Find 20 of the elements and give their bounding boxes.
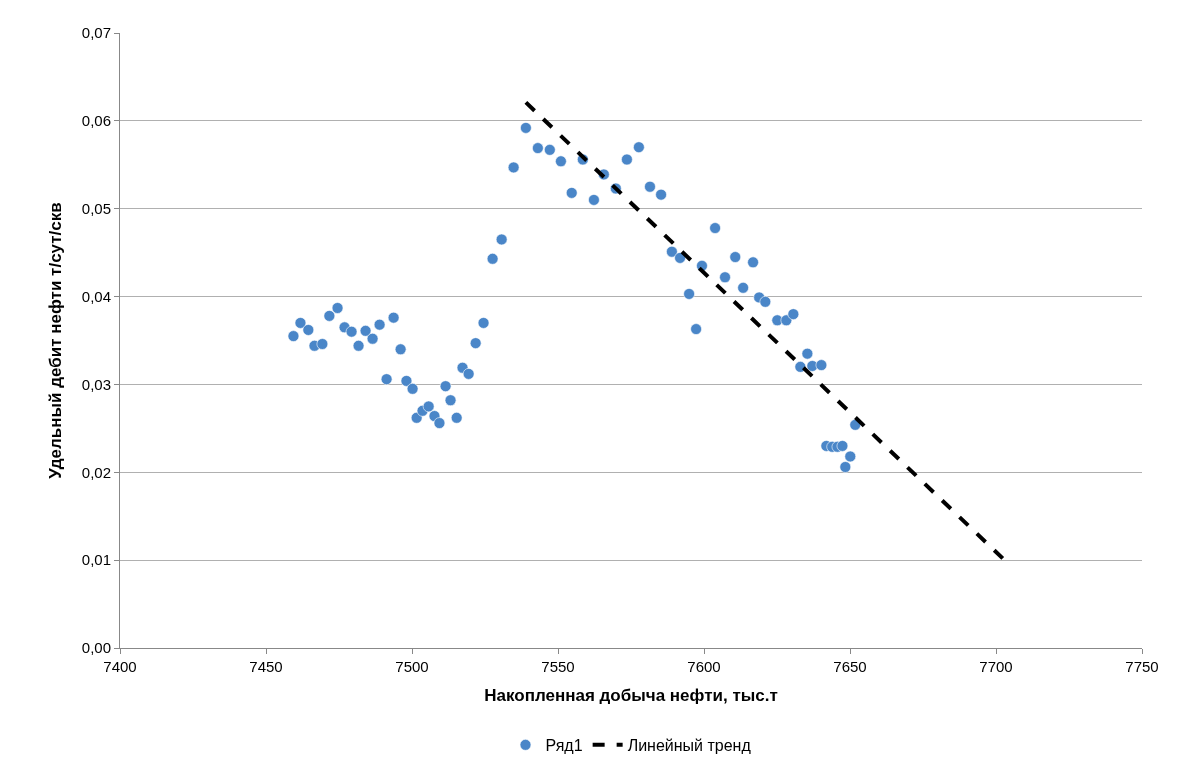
x-tick-label: 7450 — [249, 658, 283, 675]
y-tick-label: 0,03 — [81, 375, 111, 393]
x-tick-label: 7600 — [687, 658, 721, 675]
y-tick-label: 0,07 — [81, 24, 111, 42]
y-tick-label: 0,05 — [81, 199, 111, 217]
y-tick-label: 0,06 — [81, 112, 111, 130]
x-tick-label: 7750 — [1125, 658, 1159, 675]
legend-label: Ряд1 — [545, 737, 583, 755]
y-tick-label: 0,01 — [81, 551, 111, 569]
y-tick-label: 0,00 — [81, 639, 111, 657]
x-axis-title: Накопленная добыча нефти, тыс.т — [484, 686, 778, 706]
x-tick-label: 7500 — [395, 658, 429, 675]
x-tick-label: 7400 — [103, 658, 137, 675]
x-tick-label: 7550 — [541, 658, 575, 675]
y-axis-title: Удельный дебит нефти т/сут/скв — [46, 202, 66, 479]
y-tick-label: 0,02 — [81, 463, 111, 481]
x-tick-label: 7650 — [833, 658, 867, 675]
y-tick-label: 0,04 — [81, 287, 111, 305]
x-tick-label: 7700 — [979, 658, 1013, 675]
legend-label: Линейный тренд — [627, 737, 752, 755]
